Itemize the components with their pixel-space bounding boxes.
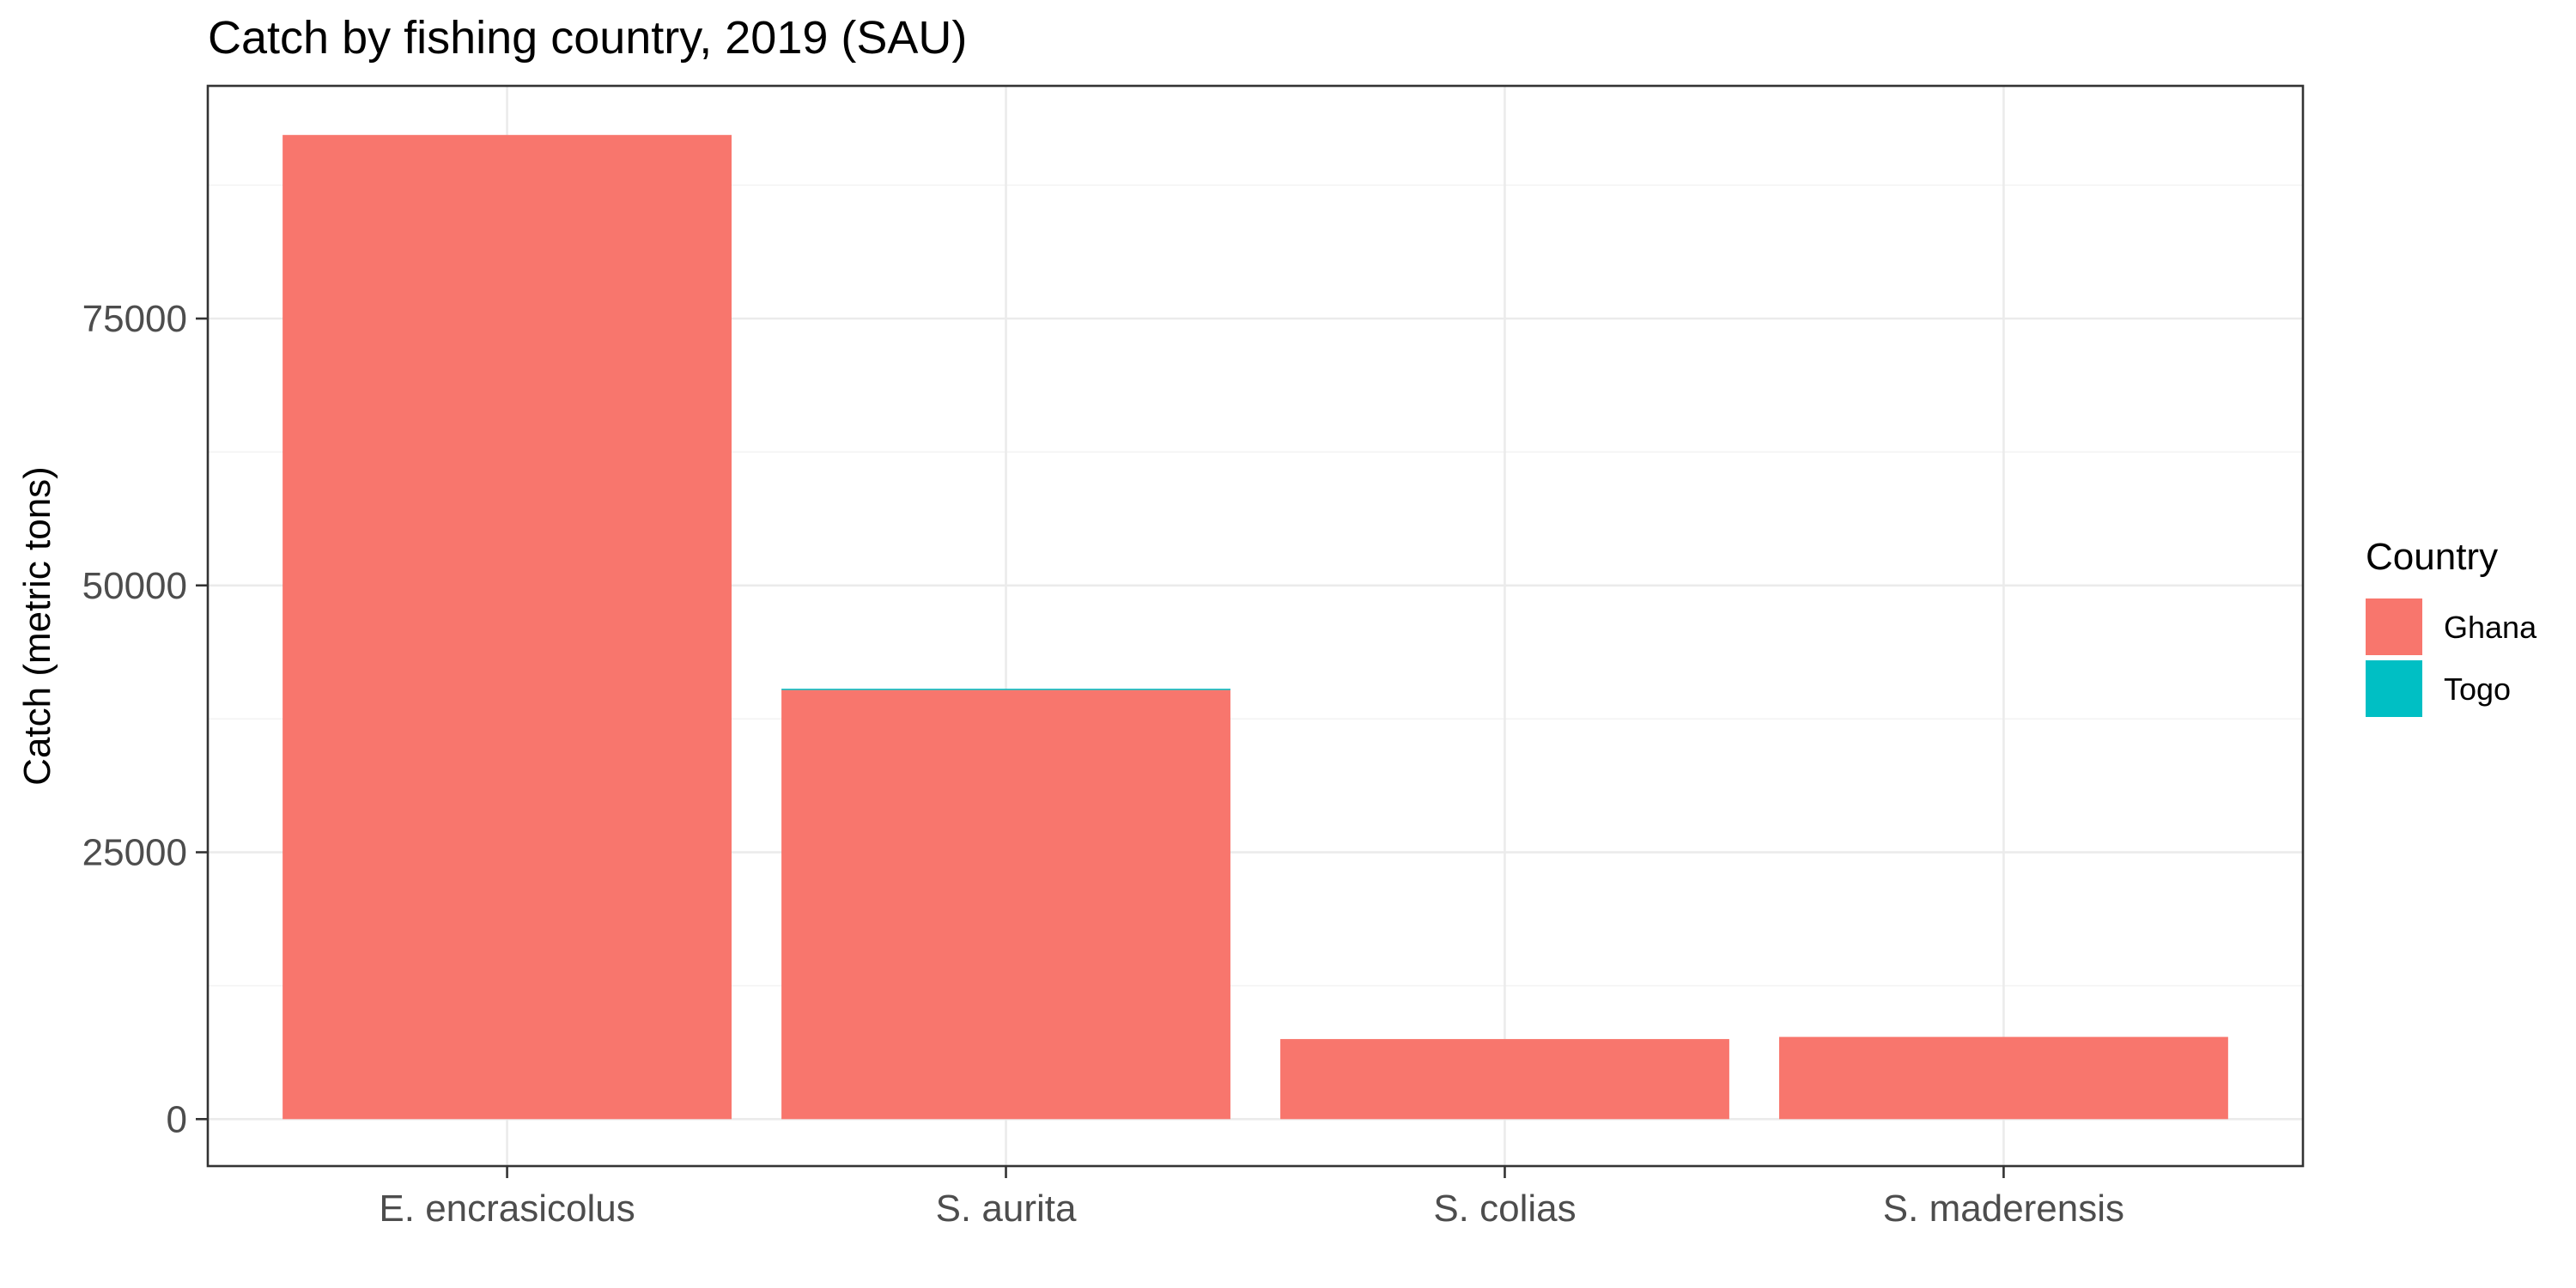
legend-title: Country: [2366, 536, 2498, 578]
y-tick-label: 75000: [82, 298, 187, 340]
x-tick-label: S. maderensis: [1883, 1188, 2124, 1230]
bar-ghana-1: [283, 135, 732, 1120]
y-axis-title: Catch (metric tons): [16, 466, 58, 786]
bar-togo-2: [781, 689, 1230, 690]
bars: [283, 135, 2228, 1120]
y-axis: 0 25000 50000 75000: [82, 298, 208, 1140]
legend-label-ghana: Ghana: [2444, 610, 2537, 645]
y-tick-label: 0: [167, 1098, 187, 1140]
x-tick-label: S. colias: [1433, 1188, 1576, 1230]
x-tick-label: E. encrasicolus: [379, 1188, 635, 1230]
legend-label-togo: Togo: [2444, 671, 2511, 707]
chart-title: Catch by fishing country, 2019 (SAU): [208, 12, 967, 64]
x-axis: E. encrasicolus S. aurita S. colias S. made…: [379, 1166, 2124, 1230]
plot-panel-border: [206, 84, 2305, 1168]
bar-ghana-3: [1280, 1039, 1729, 1120]
legend: Country Ghana Togo: [2366, 536, 2537, 717]
y-tick-label: 25000: [82, 832, 187, 874]
legend-key-togo: [2366, 660, 2422, 717]
bar-ghana-2: [781, 690, 1230, 1120]
x-tick-label: S. aurita: [936, 1188, 1077, 1230]
legend-key-ghana: [2366, 598, 2422, 655]
bar-ghana-4: [1779, 1036, 2228, 1120]
y-tick-label: 50000: [82, 565, 187, 607]
